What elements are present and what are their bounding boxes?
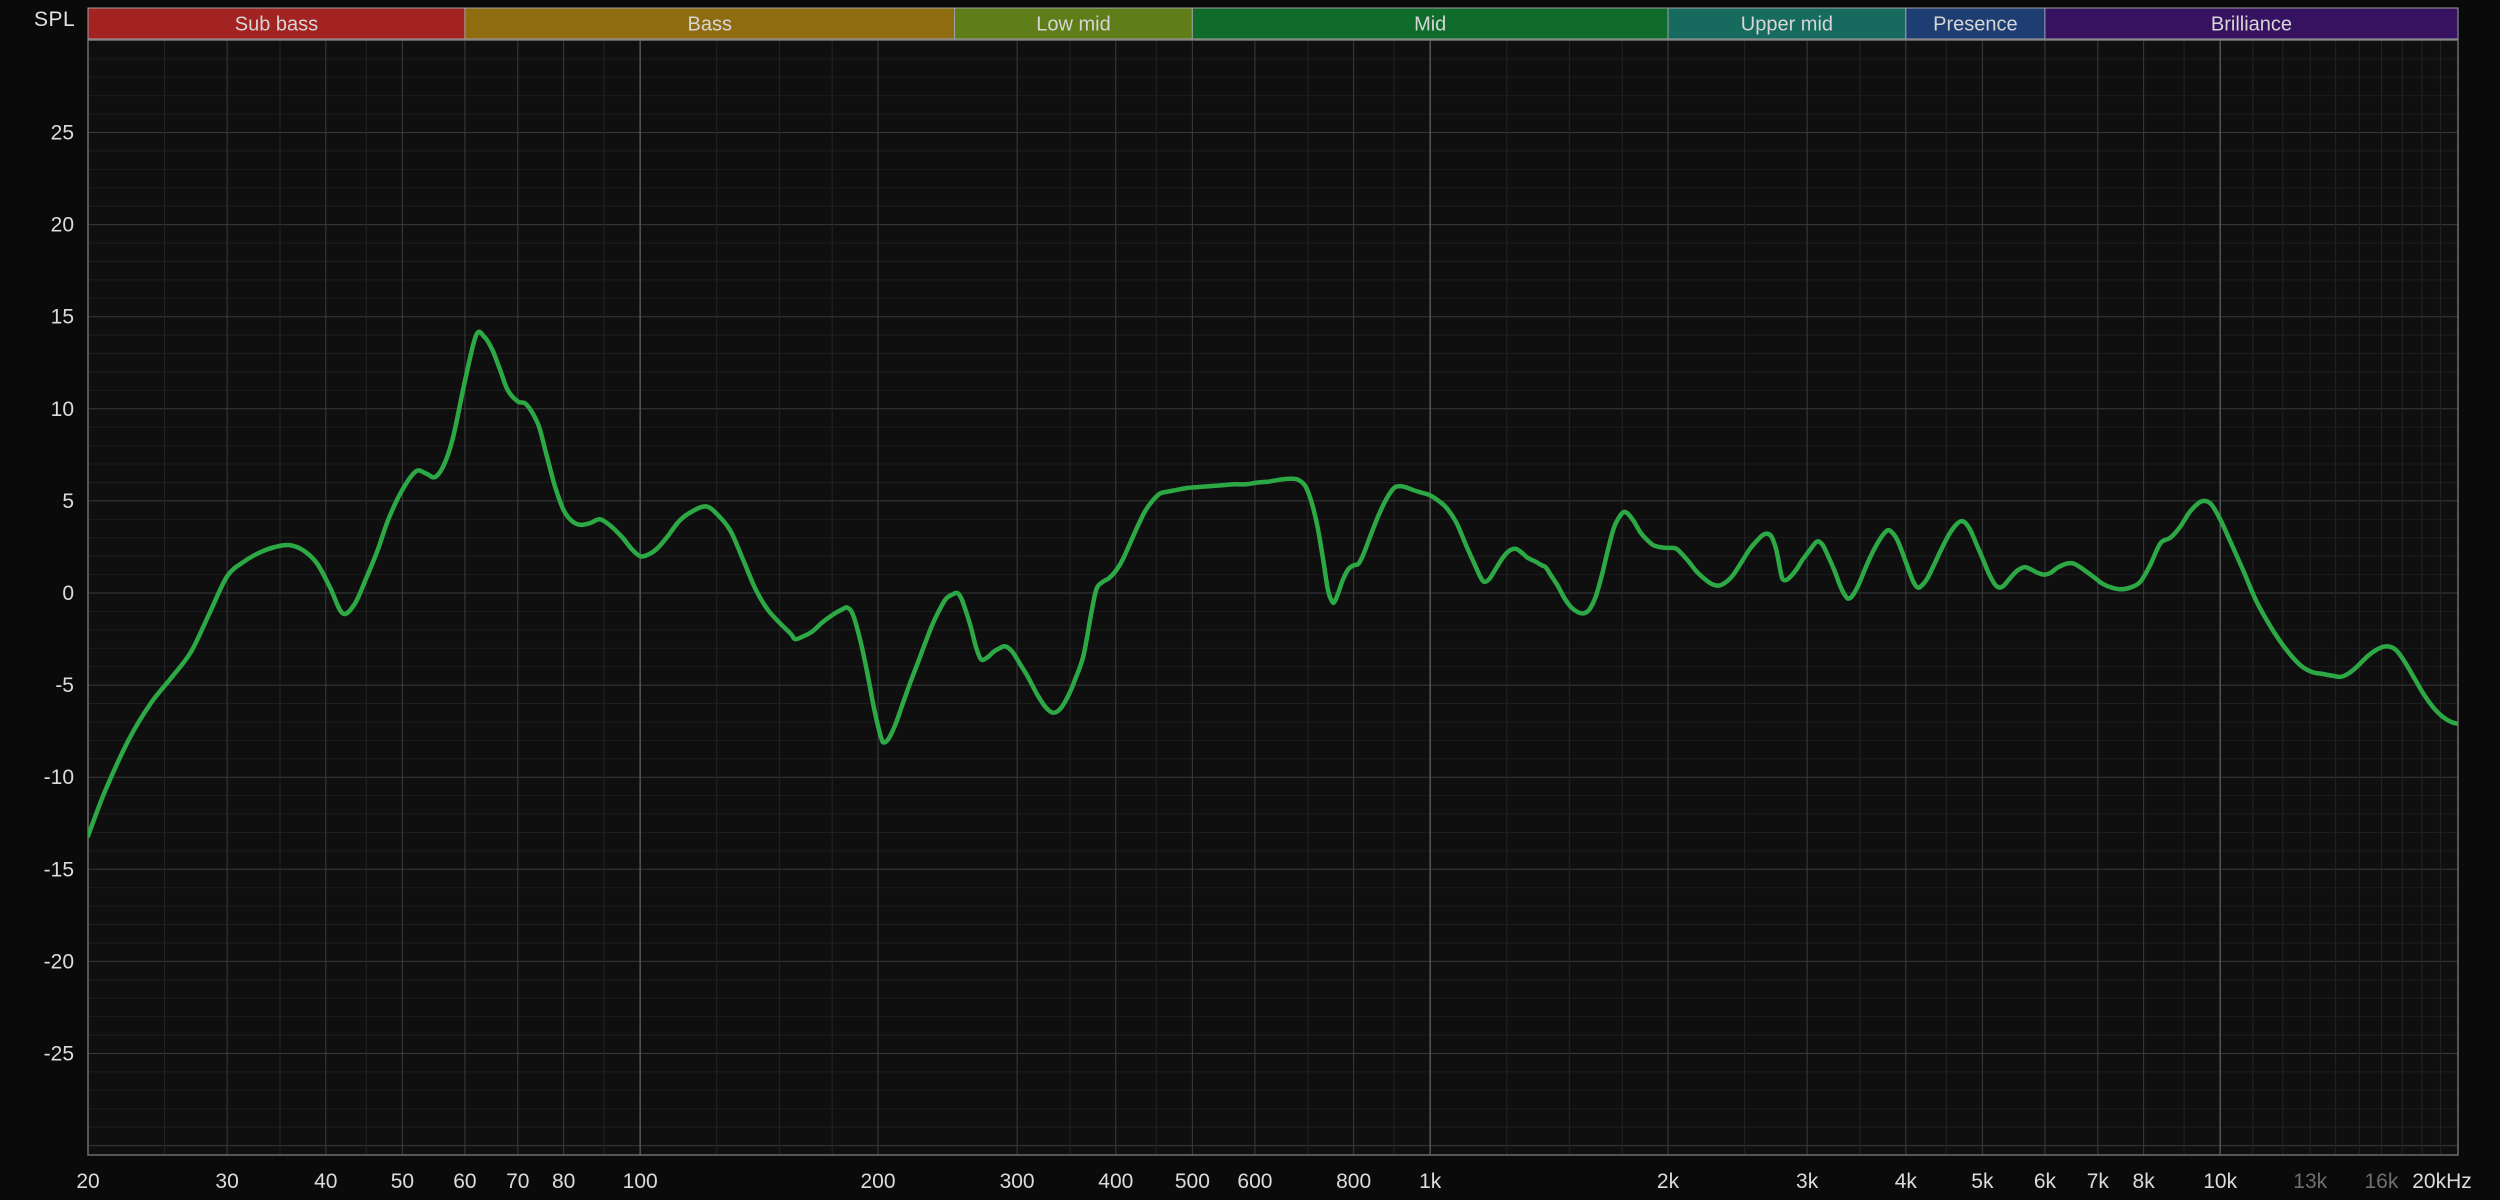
y-tick-label: 25 (51, 122, 74, 145)
x-tick-label: 8k (2133, 1170, 2156, 1193)
x-tick-label: 400 (1098, 1170, 1133, 1193)
y-tick-label: 5 (62, 490, 74, 513)
x-tick-label: 80 (552, 1170, 575, 1193)
y-tick-label: -20 (44, 950, 74, 973)
x-tick-label: 4k (1895, 1170, 1918, 1193)
plot-background (88, 40, 2458, 1155)
plot-border (87, 39, 2459, 1156)
x-tick-label: 6k (2034, 1170, 2057, 1193)
x-tick-label: 40 (314, 1170, 337, 1193)
x-tick-label: 13k (2293, 1170, 2327, 1193)
x-tick-label: 30 (215, 1170, 238, 1193)
x-tick-label: 1k (1419, 1170, 1442, 1193)
band-label: Bass (688, 14, 732, 36)
band-segment (87, 7, 466, 40)
x-tick-label: 16k (2365, 1170, 2399, 1193)
x-tick-label: 600 (1237, 1170, 1272, 1193)
y-tick-label: -15 (44, 858, 74, 881)
x-tick-label: 5k (1971, 1170, 1994, 1193)
x-tick-label: 500 (1175, 1170, 1210, 1193)
band-label: Upper mid (1741, 14, 1833, 36)
x-tick-label: 2k (1657, 1170, 1680, 1193)
x-tick-label: 100 (623, 1170, 658, 1193)
band-segment (1905, 7, 2046, 40)
band-label: Mid (1414, 14, 1446, 36)
x-tick-label: 50 (391, 1170, 414, 1193)
band-segment (1191, 7, 1669, 40)
x-tick-label: 3k (1796, 1170, 1819, 1193)
band-label: Brilliance (2211, 14, 2292, 36)
y-tick-label: -5 (55, 674, 74, 697)
y-tick-label: 0 (62, 582, 74, 605)
y-tick-label: 10 (51, 398, 74, 421)
y-tick-label: -25 (44, 1043, 74, 1066)
band-label: Sub bass (235, 14, 318, 36)
x-tick-label: 7k (2087, 1170, 2110, 1193)
y-tick-label: 20 (51, 214, 74, 237)
x-tick-label: 20 (76, 1170, 99, 1193)
x-tick-label: 20kHz (2412, 1170, 2472, 1193)
x-tick-label: 300 (1000, 1170, 1035, 1193)
x-tick-label: 70 (506, 1170, 529, 1193)
band-segment (954, 7, 1193, 40)
spl-axis-title: SPL (34, 8, 76, 31)
band-segment (464, 7, 956, 40)
band-segment (2044, 7, 2459, 40)
band-label: Low mid (1036, 14, 1110, 36)
x-tick-label: 10k (2203, 1170, 2237, 1193)
y-tick-label: -10 (44, 766, 74, 789)
x-tick-label: 200 (860, 1170, 895, 1193)
x-tick-label: 800 (1336, 1170, 1371, 1193)
response-curve (88, 329, 2458, 839)
x-tick-label: 60 (453, 1170, 476, 1193)
y-tick-label: 15 (51, 306, 74, 329)
band-label: Presence (1933, 14, 2018, 36)
